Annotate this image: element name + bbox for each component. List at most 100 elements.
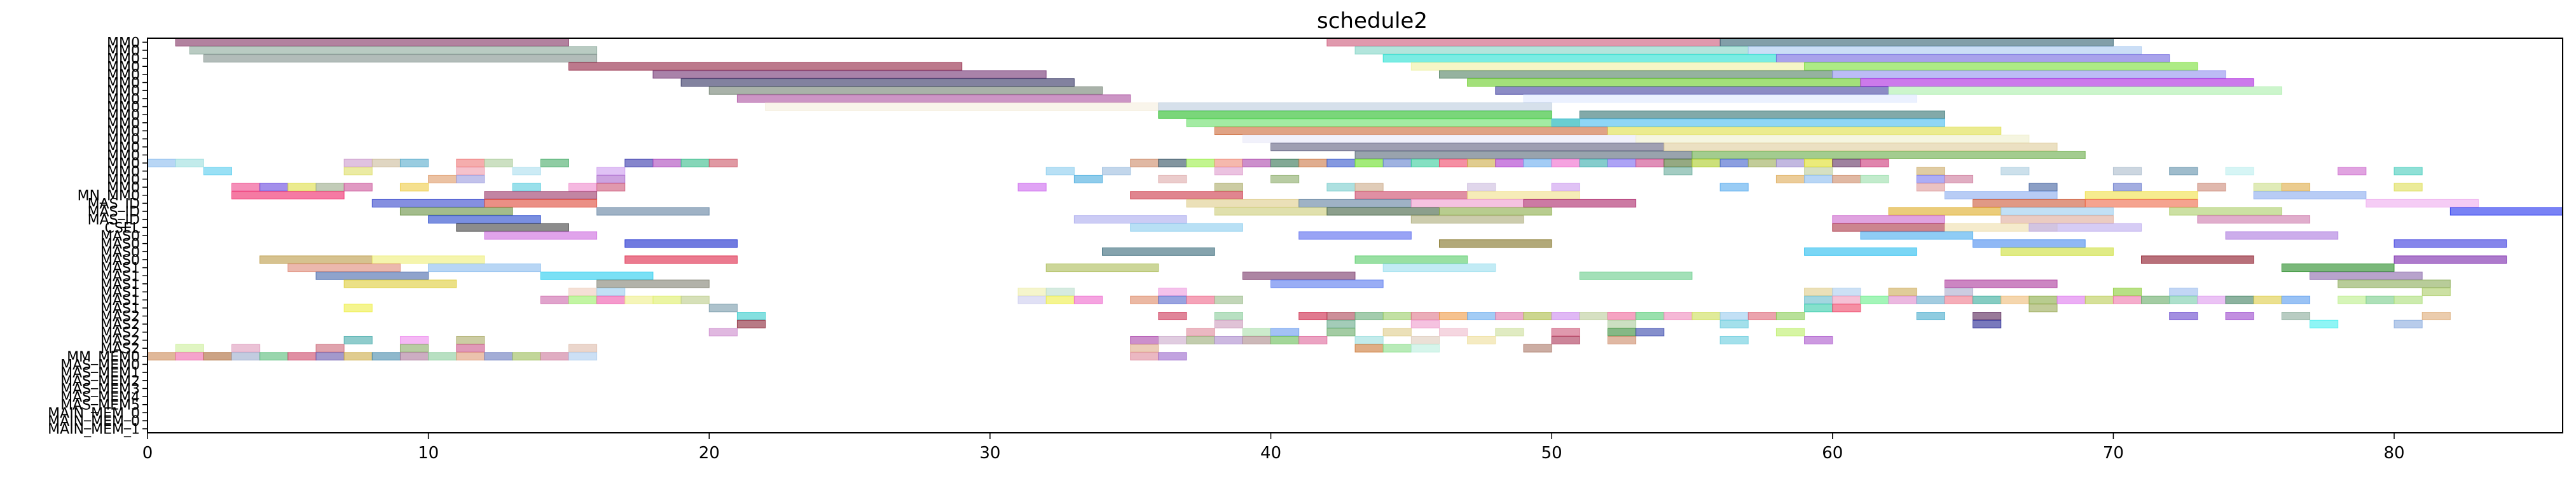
task-bar — [399, 158, 429, 167]
task-bar — [1944, 288, 1974, 297]
task-bar — [175, 344, 204, 353]
y-tick-label: MAIN_MEM_1 — [48, 422, 140, 438]
y-tick-label: MAS_MEM1 — [60, 365, 140, 381]
task-bar — [2393, 239, 2507, 248]
task-bar — [1747, 158, 1777, 167]
task-bar — [1523, 199, 1637, 207]
task-bar — [596, 288, 626, 297]
task-bar — [343, 183, 373, 192]
task-bar — [1298, 231, 1412, 240]
y-tick-label: MM0 — [107, 83, 140, 99]
task-bar — [1691, 312, 1721, 321]
task-bar — [1354, 150, 1693, 159]
task-bar — [1832, 215, 1945, 224]
task-bar — [1298, 312, 1328, 321]
task-bar — [1158, 158, 1187, 167]
task-bar — [175, 158, 204, 167]
task-bar — [2112, 183, 2142, 192]
task-bar — [2338, 167, 2367, 176]
task-bar — [371, 158, 401, 167]
task-bar — [540, 295, 569, 304]
task-bar — [2028, 295, 2058, 304]
task-bar — [765, 102, 1159, 111]
task-bar — [203, 167, 232, 176]
task-bar — [484, 352, 513, 361]
task-bar — [1326, 158, 1356, 167]
x-tick-label: 70 — [2103, 444, 2124, 463]
y-tick-label: MM0 — [107, 35, 140, 51]
task-bar — [1242, 335, 1272, 345]
task-bar — [484, 231, 598, 240]
y-tick-label: MAS2 — [100, 333, 140, 349]
task-bar — [1523, 344, 1552, 353]
task-bar — [1354, 312, 1384, 321]
y-tick-label: MAS1 — [100, 285, 140, 301]
x-tick-label: 0 — [142, 444, 153, 463]
y-tick-label: CSEL — [105, 220, 141, 236]
task-bar — [1186, 328, 1215, 337]
task-bar — [1523, 312, 1552, 321]
task-bar — [2028, 223, 2142, 232]
task-bar — [1438, 328, 1468, 337]
task-bar — [1832, 223, 1945, 232]
task-bar — [1607, 328, 1637, 337]
y-tick-label: MAS1 — [100, 301, 140, 317]
task-bar — [736, 312, 766, 321]
task-bar — [1186, 118, 1580, 127]
task-bar — [2393, 167, 2423, 176]
task-bar — [203, 54, 598, 63]
task-bar — [343, 304, 373, 313]
y-tick-label: MAS_ID — [88, 213, 140, 228]
task-bar — [596, 295, 626, 304]
x-tick-label: 20 — [699, 444, 720, 463]
task-bar — [1916, 183, 1945, 192]
task-bar — [1523, 94, 1917, 103]
task-bar — [596, 167, 626, 176]
task-bar — [1495, 312, 1524, 321]
task-bar — [1832, 70, 2226, 79]
task-bar — [1158, 312, 1187, 321]
task-bar — [1410, 335, 1440, 345]
task-bar — [2001, 295, 2030, 304]
task-bar — [1017, 295, 1047, 304]
task-bar — [2225, 167, 2254, 176]
task-bar — [1832, 304, 1861, 313]
x-tick-label: 80 — [2383, 444, 2404, 463]
task-bar — [2169, 295, 2198, 304]
task-bar — [2001, 167, 2030, 176]
task-bar — [1636, 158, 1665, 167]
task-bar — [2421, 312, 2451, 321]
task-bar — [1551, 158, 1580, 167]
y-tick-label: MAS1 — [100, 293, 140, 309]
task-bar — [1326, 183, 1356, 192]
y-axis: MM0MM0MM0MM0MM0MM0MM0MM0MM0MM0MM0MM0MM0M… — [48, 35, 148, 438]
task-bar — [1298, 335, 1328, 345]
task-bar — [456, 352, 485, 361]
task-bar — [1607, 335, 1637, 345]
task-bar — [2169, 167, 2198, 176]
task-bar — [2281, 183, 2311, 192]
task-bar — [1775, 174, 1805, 183]
task-bar — [1832, 288, 1861, 297]
y-tick-label: MM0 — [107, 59, 140, 75]
task-bar — [1158, 295, 1187, 304]
task-bar — [1410, 344, 1440, 353]
task-bar — [1551, 312, 1580, 321]
task-bar — [1438, 239, 1552, 248]
task-bar — [1410, 158, 1440, 167]
y-tick-label: MM0 — [107, 132, 140, 148]
task-bar — [1158, 110, 1552, 119]
task-bar — [1186, 335, 1215, 345]
task-bar — [1719, 320, 1749, 328]
task-bar — [315, 271, 429, 280]
task-bar — [1719, 335, 1749, 345]
task-bar — [2141, 295, 2170, 304]
task-bar — [1438, 158, 1468, 167]
task-bar — [456, 158, 485, 167]
task-bar — [147, 352, 176, 361]
task-bar — [343, 352, 373, 361]
y-tick-label: MM0 — [107, 140, 140, 156]
task-bar — [1186, 295, 1215, 304]
task-bar — [1916, 167, 1945, 176]
